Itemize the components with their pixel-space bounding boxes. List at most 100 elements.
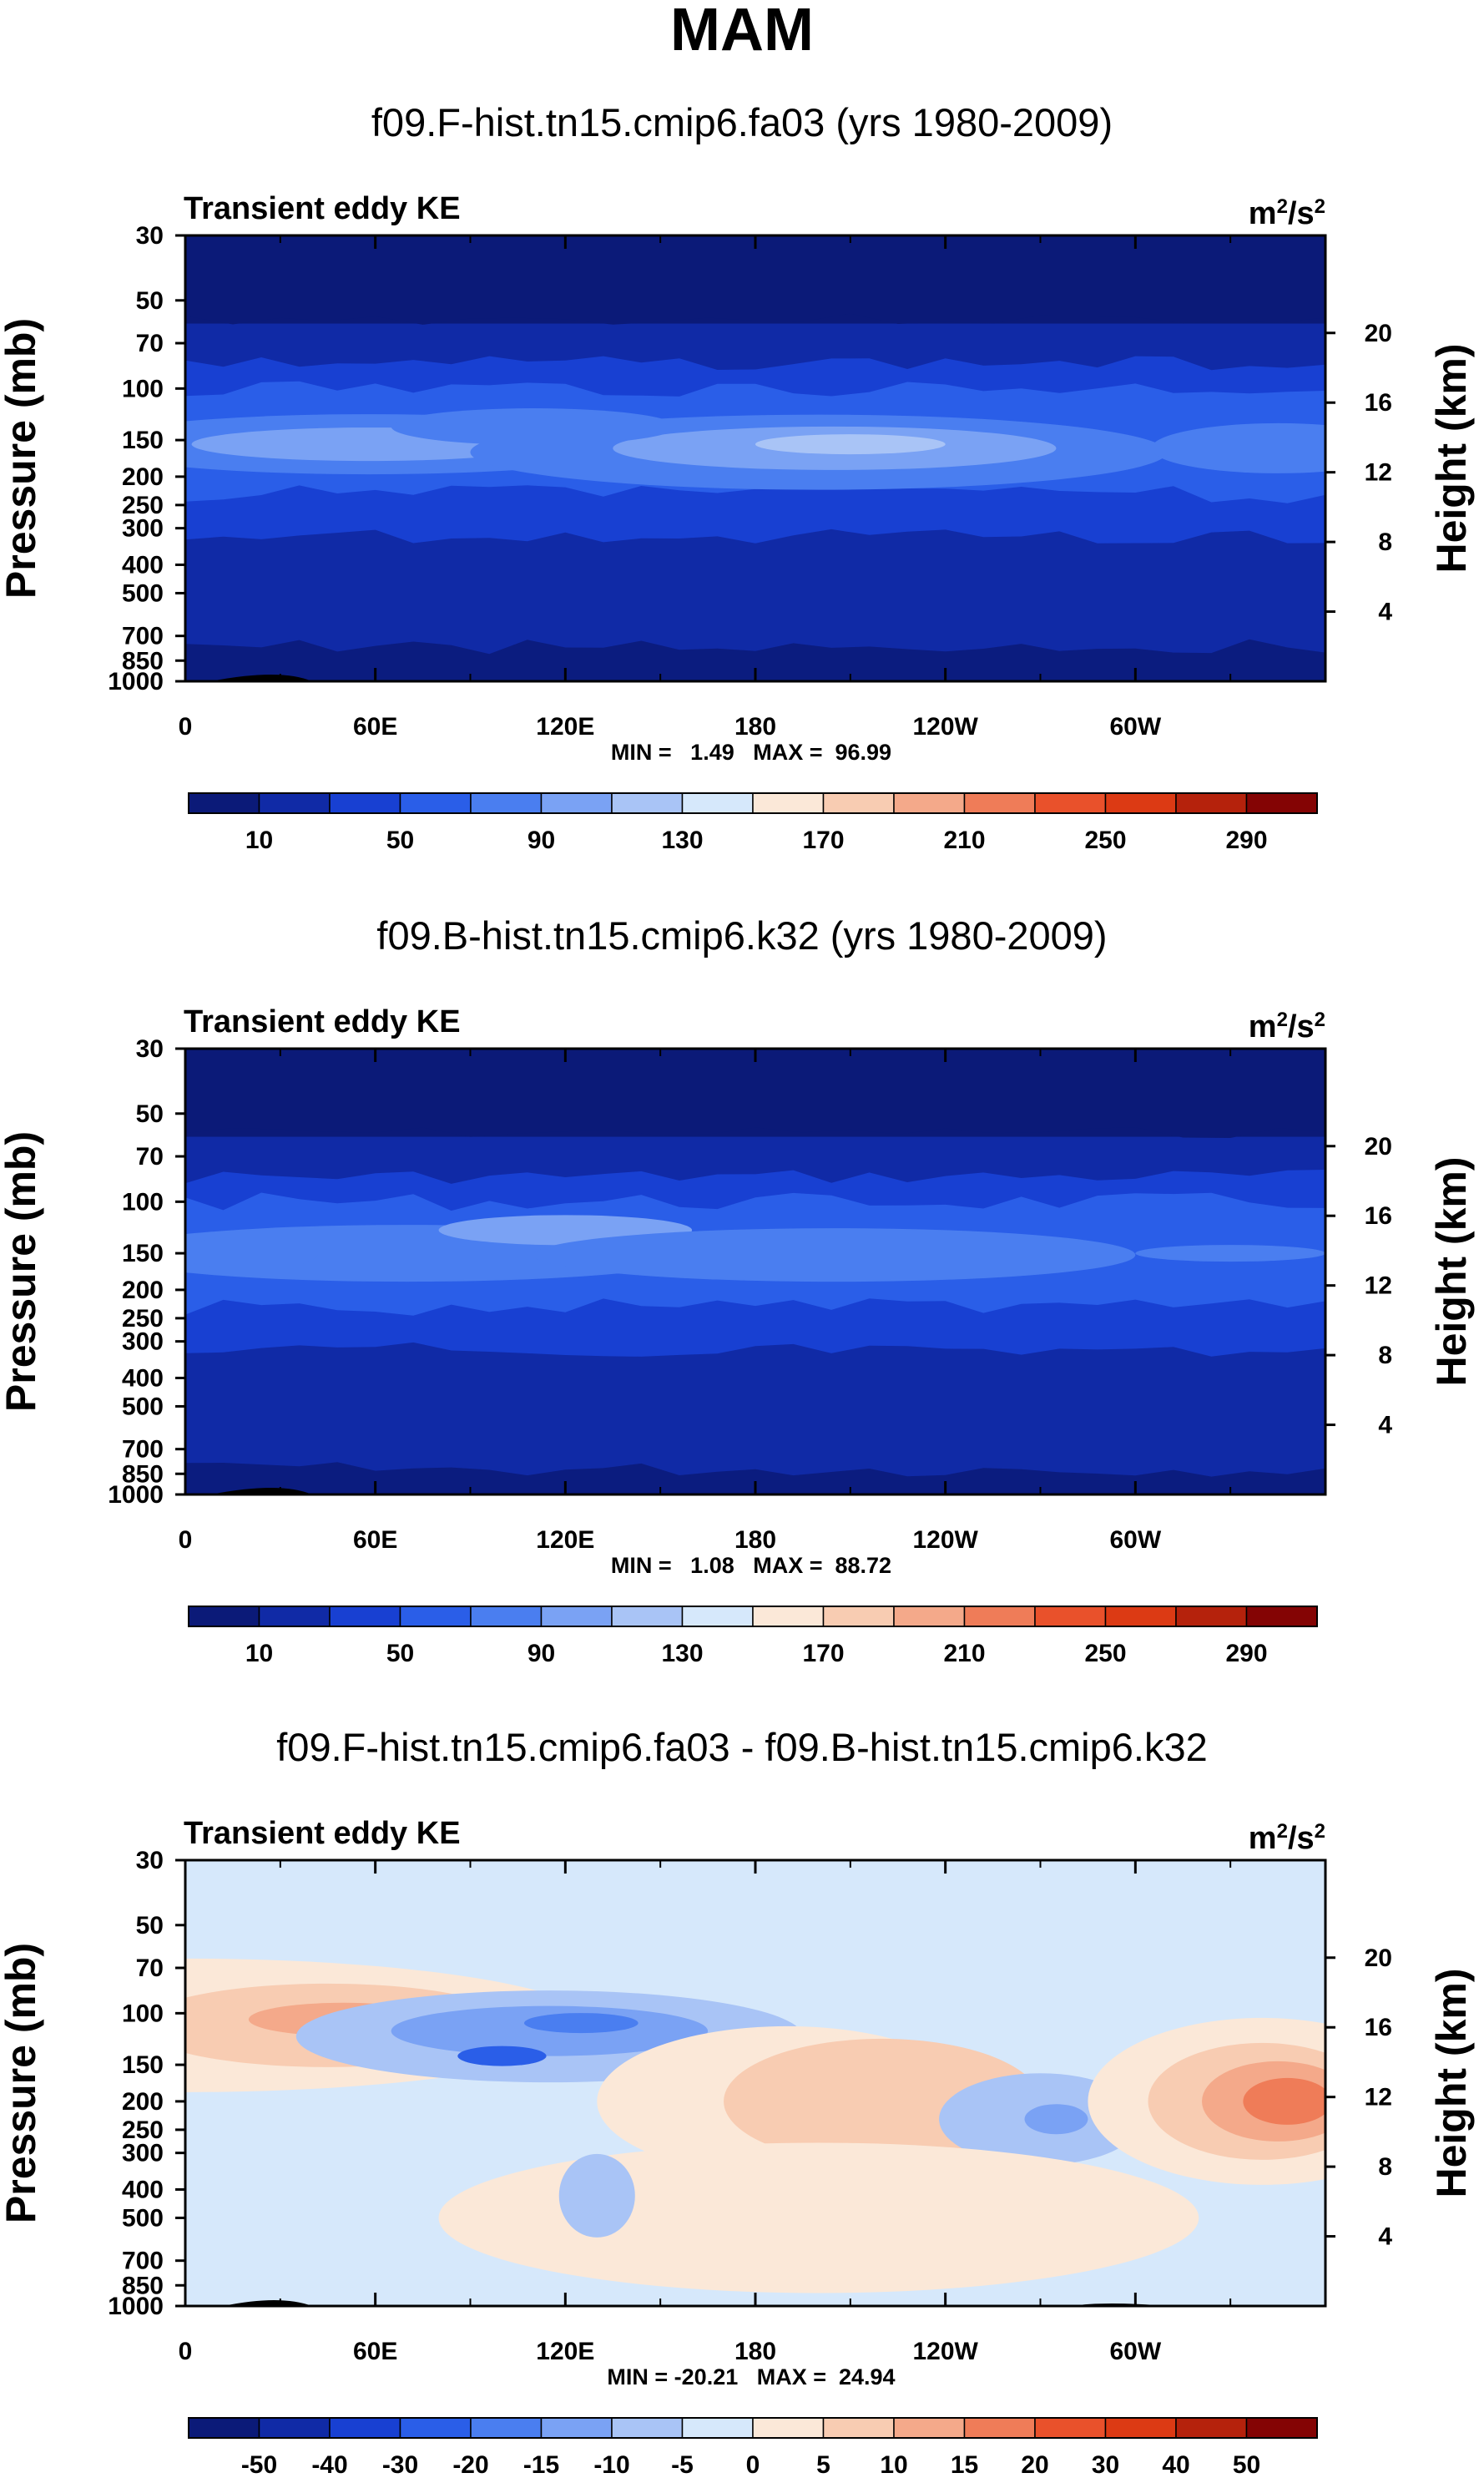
colorbar-box: [540, 2417, 613, 2439]
colorbar: 10 50 90 130 170 210 250 290: [188, 792, 1318, 854]
colorbar-label: 10: [245, 827, 273, 854]
colorbar-box: [1034, 2417, 1107, 2439]
y-axis-title: Pressure (mb): [0, 1943, 44, 2223]
x-tick-label: 60W: [1109, 1526, 1161, 1554]
colorbar-label: 250: [1084, 827, 1126, 854]
jet-core-4: [1135, 1245, 1325, 1262]
colorbar-box: [822, 1606, 895, 1627]
colorbar-box: [540, 792, 613, 814]
height-tick-label: 20: [1365, 1944, 1392, 1972]
min-max-label: MIN = 1.49 MAX = 96.99: [611, 740, 891, 765]
boundary-layer: [185, 639, 1325, 681]
colorbar-box: [399, 2417, 472, 2439]
colorbar-box: [611, 1606, 684, 1627]
y-tick-label: 70: [136, 1143, 164, 1171]
y-tick-label: 500: [122, 579, 164, 607]
colorbar-label: 170: [802, 827, 844, 854]
pos-core-2: [1243, 2077, 1325, 2125]
colorbar-label: 250: [1084, 1640, 1126, 1667]
panel-title: f09.F-hist.tn15.cmip6.fa03 (yrs 1980-200…: [371, 100, 1113, 144]
jet-core-6: [1151, 422, 1325, 473]
y-tick-label: 200: [122, 2088, 164, 2116]
strat-contour: [185, 1049, 1325, 1138]
figure-title: MAM: [670, 0, 814, 63]
x-tick-label: 0: [179, 1526, 193, 1554]
y-tick-label: 100: [122, 1188, 164, 1216]
colorbar-box: [893, 792, 966, 814]
colorbar-label: 210: [943, 1640, 985, 1667]
y-tick-label: 300: [122, 1328, 164, 1356]
height-tick-label: 12: [1365, 459, 1392, 487]
height-tick-label: 8: [1378, 1342, 1392, 1369]
x-tick-label: 120E: [536, 1526, 594, 1554]
field-label: Transient eddy KE: [184, 1004, 461, 1039]
height-tick-label: 4: [1378, 1412, 1392, 1439]
y-tick-label: 850: [122, 647, 164, 675]
y-tick-label: 50: [136, 1912, 164, 1939]
height-tick-label: 20: [1365, 320, 1392, 347]
colorbar-label: -40: [311, 2451, 347, 2479]
panels: f09.F-hist.tn15.cmip6.fa03 (yrs 1980-200…: [0, 100, 1475, 2479]
pos-blob-8: [438, 2142, 1199, 2293]
y-tick-label: 400: [122, 2176, 164, 2203]
x-tick-label: 180: [734, 2338, 776, 2365]
jet-core-5: [185, 1236, 319, 1271]
y-tick-label: 200: [122, 463, 164, 491]
y-tick-label: 300: [122, 515, 164, 543]
min-max-label: MIN = -20.21 MAX = 24.94: [607, 2364, 895, 2389]
y-axis-title: Pressure (mb): [0, 318, 44, 599]
y-tick-label: 700: [122, 2248, 164, 2275]
colorbar-box: [893, 1606, 966, 1627]
units-label: m2/s2: [1249, 1009, 1325, 1045]
height-tick-label: 16: [1365, 2014, 1392, 2041]
y-tick-label: 700: [122, 1436, 164, 1464]
colorbar-box: [1034, 792, 1107, 814]
x-tick-label: 120W: [912, 1526, 978, 1554]
units-label: m2/s2: [1249, 195, 1325, 232]
boundary-layer: [185, 1462, 1325, 1494]
colorbar-box: [1104, 2417, 1177, 2439]
colorbar-box: [1104, 1606, 1177, 1627]
min-max-label: MIN = 1.08 MAX = 88.72: [611, 1553, 891, 1578]
colorbar-label: 40: [1162, 2451, 1189, 2479]
colorbar-label: 5: [816, 2451, 830, 2479]
colorbar-frame: [188, 1606, 1318, 1627]
y-tick-label: 1000: [108, 1481, 164, 1509]
colorbar-box: [1245, 1606, 1318, 1627]
x-tick-label: 0: [179, 713, 193, 741]
y-tick-label: 150: [122, 2051, 164, 2079]
x-tick-label: 60E: [353, 1526, 397, 1554]
colorbar-box: [1104, 792, 1177, 814]
colorbar-box: [963, 792, 1036, 814]
colorbar-box: [1245, 792, 1318, 814]
contour-field: [185, 235, 1325, 681]
jet-core-7: [391, 408, 677, 446]
colorbar-box: [399, 792, 472, 814]
colorbar-box: [1245, 2417, 1318, 2439]
colorbar-label: 170: [802, 1640, 844, 1667]
neg-core-1: [524, 2013, 639, 2034]
y-tick-label: 200: [122, 1277, 164, 1304]
y-tick-label: 500: [122, 1393, 164, 1420]
height-tick-label: 12: [1365, 1272, 1392, 1300]
colorbar-frame: [188, 2417, 1318, 2439]
colorbar-box: [1175, 792, 1248, 814]
colorbar-box: [329, 1606, 401, 1627]
units-label: m2/s2: [1249, 1820, 1325, 1857]
colorbar: -50 -40 -30 -20 -15 -10 -5 0 5 10 15 20 30 40 50: [188, 2417, 1318, 2479]
colorbar-box: [752, 1606, 825, 1627]
y-tick-label: 1000: [108, 668, 164, 695]
neg-core-3: [1024, 2104, 1088, 2135]
colorbar-label: 90: [527, 827, 555, 854]
y-tick-label: 150: [122, 1240, 164, 1267]
colorbar-box: [188, 2417, 260, 2439]
colorbar-box: [611, 2417, 684, 2439]
field-label: Transient eddy KE: [184, 191, 461, 226]
colorbar-box: [1034, 1606, 1107, 1627]
topography: [210, 1488, 312, 1494]
colorbar-label: 50: [386, 1640, 414, 1667]
x-tick-label: 60W: [1109, 2338, 1161, 2365]
x-tick-label: 120W: [912, 2338, 978, 2365]
colorbar-label: -20: [452, 2451, 488, 2479]
